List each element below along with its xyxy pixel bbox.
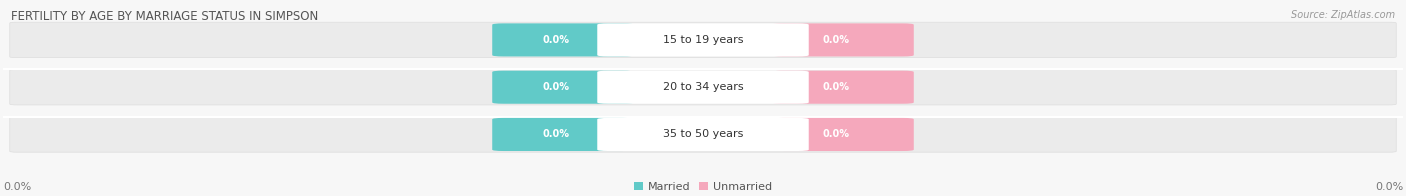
FancyBboxPatch shape: [772, 118, 914, 151]
FancyBboxPatch shape: [10, 69, 1396, 105]
FancyBboxPatch shape: [492, 23, 634, 56]
Legend: Married, Unmarried: Married, Unmarried: [630, 177, 776, 196]
Text: 0.0%: 0.0%: [543, 35, 569, 45]
FancyBboxPatch shape: [598, 71, 808, 104]
Text: FERTILITY BY AGE BY MARRIAGE STATUS IN SIMPSON: FERTILITY BY AGE BY MARRIAGE STATUS IN S…: [11, 10, 319, 23]
Text: 0.0%: 0.0%: [543, 130, 569, 140]
FancyBboxPatch shape: [598, 118, 808, 151]
FancyBboxPatch shape: [10, 22, 1396, 58]
FancyBboxPatch shape: [772, 71, 914, 104]
FancyBboxPatch shape: [10, 117, 1396, 152]
Text: 35 to 50 years: 35 to 50 years: [662, 130, 744, 140]
Text: 15 to 19 years: 15 to 19 years: [662, 35, 744, 45]
Text: 20 to 34 years: 20 to 34 years: [662, 82, 744, 92]
FancyBboxPatch shape: [598, 23, 808, 56]
Text: Source: ZipAtlas.com: Source: ZipAtlas.com: [1291, 10, 1395, 20]
Text: 0.0%: 0.0%: [543, 82, 569, 92]
Text: 0.0%: 0.0%: [3, 182, 31, 192]
Text: 0.0%: 0.0%: [823, 35, 849, 45]
FancyBboxPatch shape: [492, 71, 634, 104]
FancyBboxPatch shape: [772, 23, 914, 56]
FancyBboxPatch shape: [492, 118, 634, 151]
Text: 0.0%: 0.0%: [1375, 182, 1403, 192]
Text: 0.0%: 0.0%: [823, 82, 849, 92]
Text: 0.0%: 0.0%: [823, 130, 849, 140]
